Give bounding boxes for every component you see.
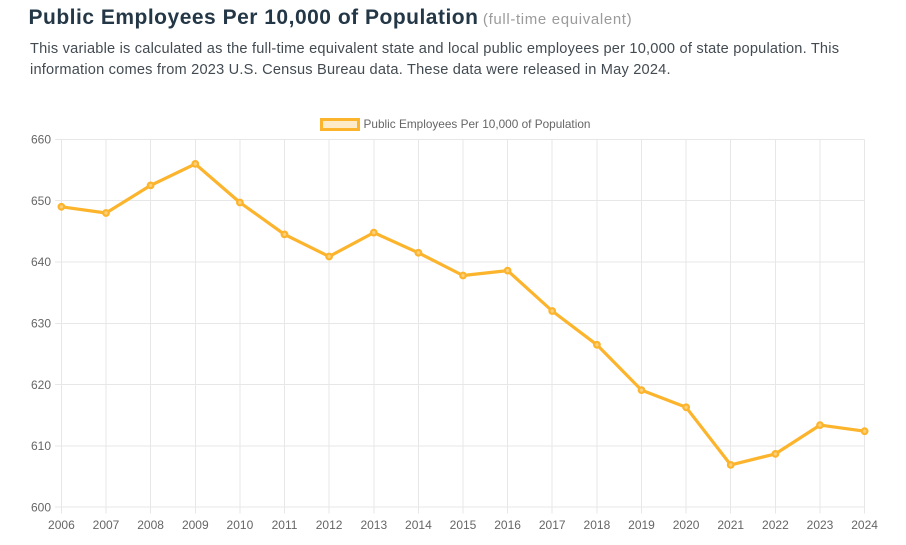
- svg-text:2015: 2015: [450, 518, 477, 532]
- svg-text:630: 630: [31, 317, 51, 331]
- svg-text:2022: 2022: [762, 518, 789, 532]
- svg-text:610: 610: [31, 439, 51, 453]
- svg-text:2020: 2020: [673, 518, 700, 532]
- svg-text:660: 660: [31, 133, 51, 147]
- svg-text:2006: 2006: [48, 518, 75, 532]
- svg-text:2023: 2023: [807, 518, 834, 532]
- svg-text:2016: 2016: [494, 518, 521, 532]
- svg-text:2024: 2024: [851, 518, 878, 532]
- svg-text:2019: 2019: [628, 518, 655, 532]
- svg-text:2021: 2021: [717, 518, 744, 532]
- svg-text:2009: 2009: [182, 518, 209, 532]
- svg-text:2008: 2008: [137, 518, 164, 532]
- svg-text:2011: 2011: [272, 518, 298, 532]
- svg-text:2018: 2018: [584, 518, 611, 532]
- svg-text:2007: 2007: [93, 518, 120, 532]
- svg-text:620: 620: [31, 378, 51, 392]
- svg-text:600: 600: [31, 500, 51, 514]
- svg-text:2010: 2010: [227, 518, 254, 532]
- svg-text:2014: 2014: [405, 518, 432, 532]
- svg-text:640: 640: [31, 255, 51, 269]
- svg-text:2012: 2012: [316, 518, 343, 532]
- svg-text:2013: 2013: [360, 518, 387, 532]
- svg-text:2017: 2017: [539, 518, 566, 532]
- svg-text:650: 650: [31, 194, 51, 208]
